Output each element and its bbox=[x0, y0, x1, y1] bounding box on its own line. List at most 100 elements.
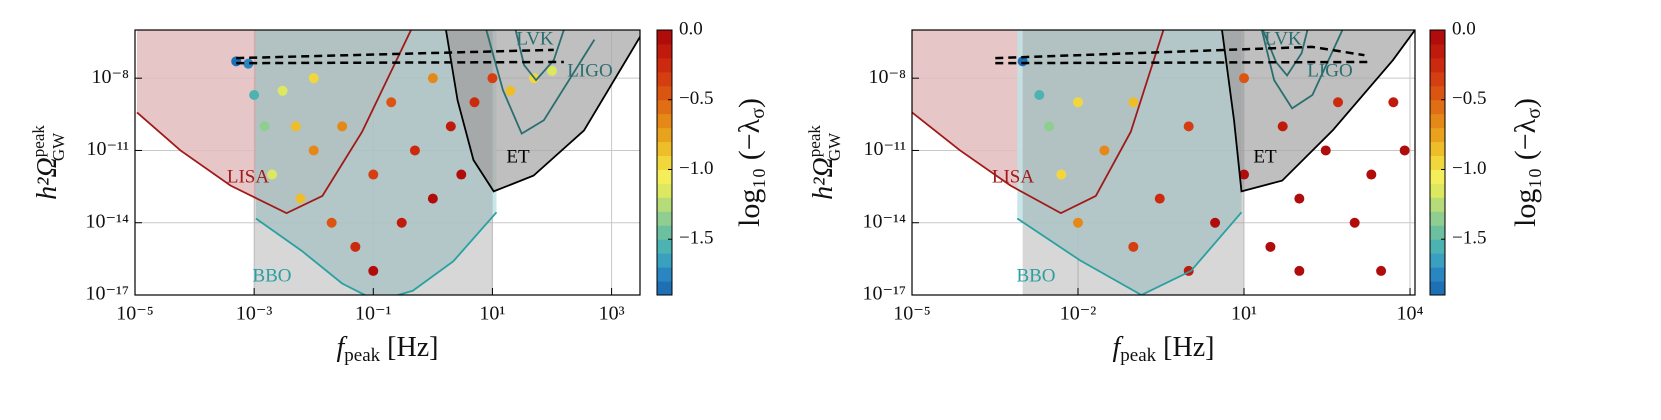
scatter-point bbox=[1265, 241, 1276, 252]
x-label-sub: peak bbox=[1120, 345, 1156, 366]
y-axis-label: h²ΩpeakGW bbox=[805, 125, 844, 200]
colorbar-band bbox=[1430, 169, 1445, 184]
scatter-point bbox=[1056, 169, 1067, 180]
colorbar-band bbox=[1430, 43, 1445, 59]
colorbar-band bbox=[1430, 183, 1445, 198]
colorbar-tick-label: −1.5 bbox=[1452, 228, 1486, 249]
y-tick-label: 10⁻¹⁴ bbox=[85, 210, 129, 232]
colorbar-band bbox=[1430, 141, 1445, 157]
colorbar-label-main: log₁₀ (−λ bbox=[733, 118, 766, 227]
y-label-sub: GW bbox=[825, 132, 844, 161]
curve-label: LIGO bbox=[1307, 60, 1352, 81]
colorbar-tick-label: 0.0 bbox=[679, 18, 703, 39]
colorbar-band bbox=[657, 169, 672, 184]
colorbar-band bbox=[1430, 253, 1445, 268]
x-tick-label: 10⁻⁵ bbox=[893, 303, 931, 325]
colorbar-frame bbox=[1429, 29, 1446, 296]
y-label-main: h²Ω bbox=[32, 157, 63, 200]
colorbar-band bbox=[1430, 127, 1445, 143]
scatter-point bbox=[368, 265, 379, 276]
y-tick-label: 10⁻⁸ bbox=[868, 66, 906, 88]
scatter-point bbox=[487, 73, 498, 84]
scatter-point bbox=[368, 169, 379, 180]
dashed-curve bbox=[995, 60, 1368, 65]
x-axis-label: fpeak [Hz] bbox=[1113, 332, 1215, 366]
scatter-point bbox=[1210, 217, 1221, 228]
scatter-point bbox=[427, 73, 438, 84]
region-fill bbox=[1017, 30, 1242, 295]
scatter-point bbox=[1073, 217, 1084, 228]
colorbar-band bbox=[1430, 113, 1445, 129]
plot-area bbox=[912, 30, 1415, 295]
sensitivity-curve bbox=[255, 211, 498, 295]
scatter-point bbox=[456, 169, 467, 180]
scatter-point bbox=[1294, 193, 1305, 204]
axes-frame bbox=[134, 29, 641, 296]
curve-label: ET bbox=[506, 146, 530, 167]
dashed-curve bbox=[995, 45, 1365, 60]
colorbar-frame bbox=[656, 29, 673, 296]
sensitivity-curve bbox=[485, 30, 596, 135]
scatter-point bbox=[308, 145, 319, 156]
x-label-unit: [Hz] bbox=[1156, 332, 1214, 363]
scatter-point bbox=[547, 65, 558, 76]
scatter-point bbox=[1044, 121, 1055, 132]
x-tick-label: 10¹ bbox=[1231, 303, 1257, 325]
colorbar-label-sub: σ bbox=[747, 108, 769, 119]
colorbar-band bbox=[657, 183, 672, 198]
colorbar-band bbox=[1430, 99, 1445, 115]
colorbar-band bbox=[657, 43, 672, 59]
colorbar-band bbox=[1430, 85, 1445, 101]
colorbar-tick-label: −1.0 bbox=[1452, 158, 1486, 179]
sensitivity-curve bbox=[445, 30, 640, 193]
scatter-point bbox=[1073, 97, 1084, 108]
colorbar-label-sub: σ bbox=[1523, 108, 1545, 119]
scatter-point bbox=[1399, 145, 1410, 156]
scatter-point bbox=[249, 90, 260, 101]
colorbar-label: log₁₀ (−λσ) bbox=[733, 98, 769, 227]
colorbar-tick-label: 0.0 bbox=[1452, 18, 1476, 39]
x-tick-label: 10⁻⁵ bbox=[116, 303, 154, 325]
scatter-point bbox=[1277, 121, 1288, 132]
scatter-point bbox=[505, 85, 516, 96]
curve-label: LISA bbox=[227, 166, 270, 187]
scatter-point bbox=[445, 121, 456, 132]
scatter-point bbox=[1128, 241, 1139, 252]
y-label-sup: peak bbox=[29, 125, 48, 158]
colorbar-band bbox=[1430, 239, 1445, 254]
y-tick-label: 10⁻¹⁷ bbox=[85, 283, 129, 305]
colorbar-band bbox=[657, 281, 672, 296]
colorbar-band bbox=[657, 267, 672, 282]
curve-label: ET bbox=[1253, 146, 1277, 167]
colorbar-band bbox=[657, 141, 672, 157]
curve-label: BBO bbox=[252, 265, 291, 286]
sensitivity-curve bbox=[514, 30, 565, 82]
x-label-sub: peak bbox=[344, 345, 380, 366]
scatter-point bbox=[267, 169, 278, 180]
x-label-main: f bbox=[1113, 332, 1124, 363]
scatter-point bbox=[326, 217, 337, 228]
colorbar-band bbox=[657, 253, 672, 268]
scatter-point bbox=[243, 58, 254, 69]
axes-frame bbox=[911, 29, 1416, 296]
scatter-point bbox=[1349, 217, 1360, 228]
x-axis-label: fpeak [Hz] bbox=[337, 332, 439, 366]
colorbar-tick-label: −0.5 bbox=[1452, 88, 1486, 109]
scatter-point bbox=[277, 85, 288, 96]
scatter-point bbox=[1294, 265, 1305, 276]
colorbar-band bbox=[657, 211, 672, 226]
scatter-point bbox=[1154, 193, 1165, 204]
colorbar-band bbox=[1430, 281, 1445, 296]
scatter-point bbox=[469, 97, 480, 108]
x-tick-label: 10¹ bbox=[479, 303, 505, 325]
scatter-point bbox=[1320, 145, 1331, 156]
y-tick-label: 10⁻¹¹ bbox=[86, 138, 129, 160]
colorbar-band bbox=[1430, 155, 1445, 170]
scatter-point bbox=[1034, 90, 1045, 101]
x-tick-label: 10⁻¹ bbox=[355, 303, 392, 325]
scatter-point bbox=[1099, 145, 1110, 156]
sensitivity-curve bbox=[1016, 211, 1243, 295]
y-label-sup: peak bbox=[805, 125, 824, 158]
x-tick-label: 10⁴ bbox=[1397, 303, 1424, 325]
